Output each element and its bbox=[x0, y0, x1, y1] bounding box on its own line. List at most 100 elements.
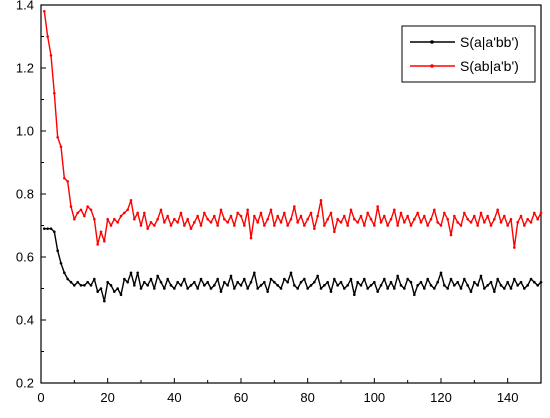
data-point bbox=[433, 287, 436, 290]
data-point bbox=[446, 287, 449, 290]
data-point bbox=[219, 208, 223, 212]
data-point bbox=[353, 217, 356, 221]
data-point bbox=[73, 217, 76, 221]
data-point bbox=[179, 284, 183, 287]
data-point bbox=[269, 208, 273, 212]
data-point bbox=[166, 214, 169, 218]
data-point bbox=[539, 280, 543, 284]
data-point bbox=[119, 214, 123, 218]
data-point bbox=[426, 224, 429, 227]
legend-box bbox=[401, 25, 536, 83]
data-point bbox=[136, 211, 139, 215]
data-point bbox=[363, 224, 366, 227]
data-point bbox=[269, 277, 273, 281]
data-point bbox=[156, 217, 159, 221]
data-point bbox=[329, 290, 333, 293]
data-point bbox=[229, 214, 233, 218]
data-point bbox=[526, 284, 529, 287]
data-point bbox=[226, 221, 229, 224]
data-point bbox=[476, 284, 479, 287]
data-point bbox=[73, 284, 76, 287]
data-point bbox=[113, 217, 116, 221]
data-point bbox=[509, 287, 513, 290]
data-point bbox=[493, 290, 496, 293]
data-point bbox=[69, 205, 73, 208]
data-point bbox=[539, 211, 543, 215]
data-point bbox=[53, 91, 56, 95]
data-point bbox=[443, 211, 446, 215]
data-point bbox=[446, 217, 449, 221]
data-point bbox=[133, 284, 136, 287]
data-point bbox=[409, 280, 413, 284]
data-point bbox=[413, 293, 416, 297]
data-point bbox=[63, 271, 66, 275]
data-point bbox=[476, 224, 479, 227]
data-point bbox=[163, 287, 166, 290]
data-point bbox=[516, 284, 519, 287]
data-point bbox=[103, 239, 106, 243]
data-point bbox=[376, 290, 379, 293]
data-point bbox=[326, 217, 329, 221]
data-point bbox=[103, 299, 106, 303]
data-point bbox=[239, 214, 243, 218]
data-point bbox=[256, 287, 259, 290]
data-point bbox=[159, 280, 163, 284]
data-point bbox=[319, 199, 323, 202]
data-point bbox=[469, 290, 473, 293]
axis-ticks bbox=[40, 4, 509, 384]
data-point bbox=[339, 221, 343, 224]
data-point bbox=[316, 274, 319, 278]
data-point bbox=[189, 284, 193, 287]
data-point bbox=[196, 214, 199, 218]
data-point bbox=[236, 280, 239, 284]
data-point bbox=[393, 287, 396, 290]
data-point bbox=[233, 224, 236, 227]
data-point bbox=[263, 280, 266, 284]
data-point bbox=[513, 246, 516, 249]
data-point bbox=[216, 277, 219, 281]
data-point bbox=[493, 217, 496, 221]
data-point bbox=[236, 211, 239, 215]
data-point bbox=[396, 224, 399, 227]
data-point bbox=[429, 217, 433, 221]
data-point bbox=[399, 211, 403, 215]
data-point bbox=[246, 287, 249, 290]
data-point bbox=[173, 217, 176, 221]
data-point bbox=[66, 277, 69, 281]
data-point bbox=[163, 221, 166, 224]
data-point bbox=[419, 280, 423, 284]
data-point bbox=[79, 284, 83, 287]
data-point bbox=[123, 277, 126, 281]
data-point bbox=[293, 284, 296, 287]
data-point bbox=[386, 287, 389, 290]
data-point bbox=[99, 230, 103, 234]
data-point bbox=[356, 221, 359, 224]
data-point bbox=[309, 284, 313, 287]
data-point bbox=[193, 280, 196, 284]
x-tick-label: 120 bbox=[430, 390, 452, 405]
data-point bbox=[303, 277, 306, 281]
data-point bbox=[533, 211, 536, 215]
data-point bbox=[523, 224, 526, 227]
data-point bbox=[369, 217, 373, 221]
data-point bbox=[49, 227, 53, 230]
y-tick-label: 0.4 bbox=[16, 313, 34, 328]
data-point bbox=[183, 224, 186, 227]
data-point bbox=[479, 211, 483, 215]
data-point bbox=[156, 274, 159, 278]
data-point bbox=[439, 271, 443, 275]
data-point bbox=[406, 277, 409, 281]
data-point bbox=[66, 180, 69, 183]
data-point bbox=[46, 35, 49, 38]
data-point bbox=[273, 280, 276, 284]
data-point bbox=[513, 277, 516, 281]
data-point bbox=[449, 233, 453, 237]
data-point bbox=[43, 227, 46, 230]
data-point bbox=[119, 293, 123, 297]
data-point bbox=[149, 277, 153, 281]
data-point bbox=[109, 224, 113, 227]
data-point bbox=[249, 280, 253, 284]
data-point bbox=[376, 205, 379, 208]
data-point bbox=[536, 217, 539, 221]
data-point bbox=[133, 217, 136, 221]
